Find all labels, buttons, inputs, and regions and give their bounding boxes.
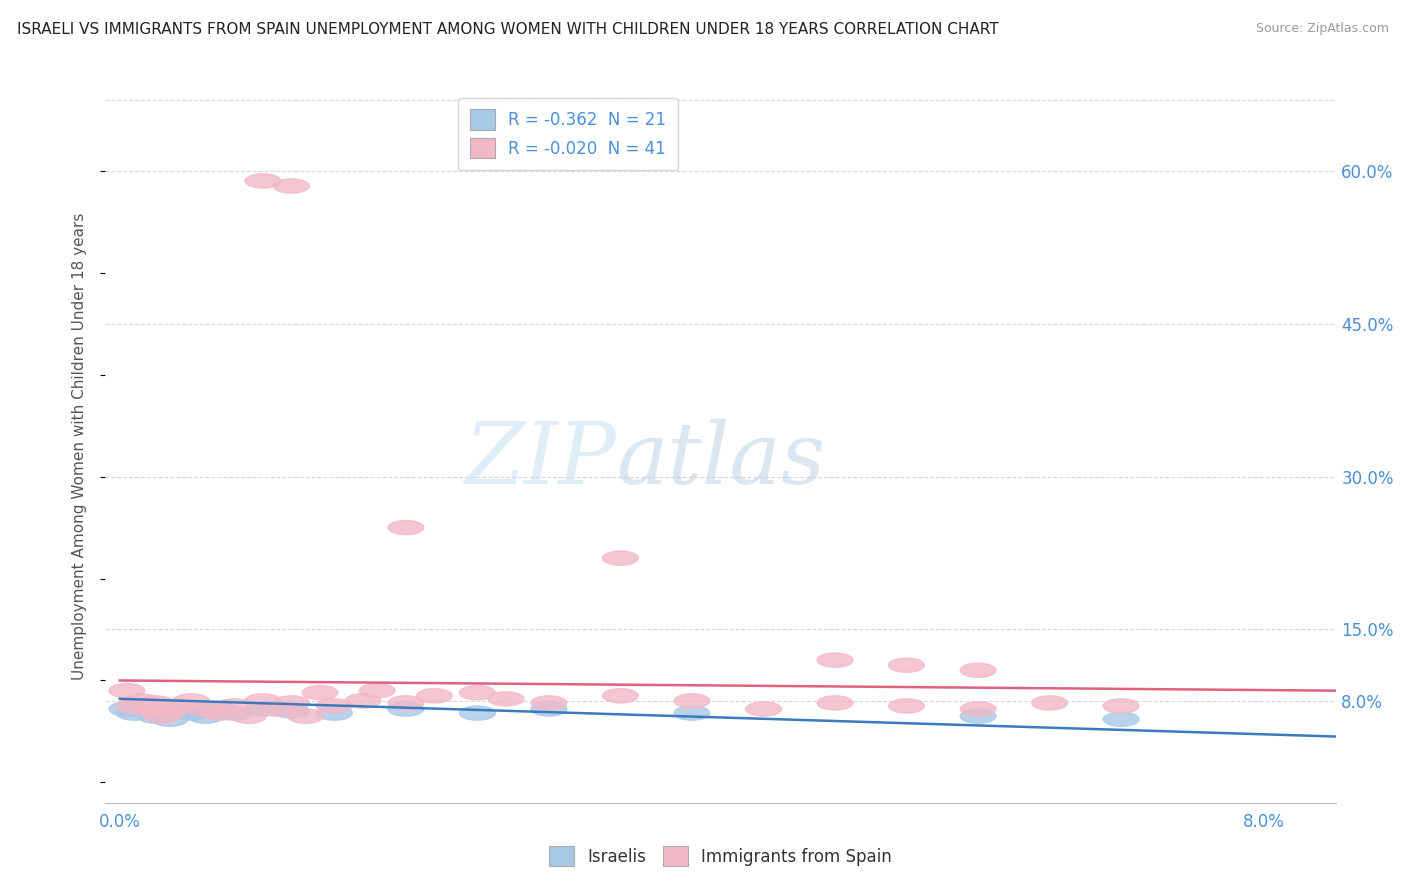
Ellipse shape <box>388 520 423 534</box>
Text: Source: ZipAtlas.com: Source: ZipAtlas.com <box>1256 22 1389 36</box>
Ellipse shape <box>110 702 145 716</box>
Ellipse shape <box>274 704 309 718</box>
Ellipse shape <box>110 683 145 698</box>
Ellipse shape <box>960 709 995 723</box>
Legend: Israelis, Immigrants from Spain: Israelis, Immigrants from Spain <box>543 839 898 873</box>
Y-axis label: Unemployment Among Women with Children Under 18 years: Unemployment Among Women with Children U… <box>72 212 87 680</box>
Ellipse shape <box>274 179 309 194</box>
Ellipse shape <box>202 702 238 716</box>
Ellipse shape <box>117 706 152 720</box>
Ellipse shape <box>302 686 337 700</box>
Ellipse shape <box>388 702 423 716</box>
Ellipse shape <box>673 694 710 708</box>
Ellipse shape <box>960 702 995 716</box>
Ellipse shape <box>217 698 252 713</box>
Ellipse shape <box>316 698 353 713</box>
Ellipse shape <box>259 702 295 716</box>
Ellipse shape <box>288 709 323 723</box>
Ellipse shape <box>460 686 495 700</box>
Ellipse shape <box>488 691 524 706</box>
Ellipse shape <box>603 551 638 566</box>
Ellipse shape <box>124 698 159 713</box>
Ellipse shape <box>603 689 638 703</box>
Ellipse shape <box>173 706 209 720</box>
Text: atlas: atlas <box>616 419 825 501</box>
Ellipse shape <box>531 702 567 716</box>
Ellipse shape <box>245 702 281 716</box>
Ellipse shape <box>745 702 782 716</box>
Ellipse shape <box>159 704 195 718</box>
Ellipse shape <box>1032 696 1067 710</box>
Ellipse shape <box>274 696 309 710</box>
Ellipse shape <box>145 709 180 723</box>
Ellipse shape <box>817 696 853 710</box>
Ellipse shape <box>344 694 381 708</box>
Ellipse shape <box>460 706 495 720</box>
Ellipse shape <box>138 709 173 723</box>
Ellipse shape <box>316 706 353 720</box>
Ellipse shape <box>217 706 252 720</box>
Ellipse shape <box>1104 712 1139 726</box>
Ellipse shape <box>188 702 224 716</box>
Ellipse shape <box>117 698 152 713</box>
Ellipse shape <box>960 663 995 677</box>
Ellipse shape <box>152 704 188 718</box>
Ellipse shape <box>131 702 166 716</box>
Ellipse shape <box>817 653 853 667</box>
Text: ISRAELI VS IMMIGRANTS FROM SPAIN UNEMPLOYMENT AMONG WOMEN WITH CHILDREN UNDER 18: ISRAELI VS IMMIGRANTS FROM SPAIN UNEMPLO… <box>17 22 998 37</box>
Ellipse shape <box>388 696 423 710</box>
Ellipse shape <box>145 706 180 720</box>
Ellipse shape <box>231 709 266 723</box>
Ellipse shape <box>416 689 453 703</box>
Ellipse shape <box>360 683 395 698</box>
Ellipse shape <box>159 698 195 713</box>
Ellipse shape <box>1104 698 1139 713</box>
Text: ZIP: ZIP <box>464 419 616 501</box>
Ellipse shape <box>202 706 238 720</box>
Ellipse shape <box>173 694 209 708</box>
Ellipse shape <box>152 712 188 726</box>
Ellipse shape <box>889 698 924 713</box>
Ellipse shape <box>245 174 281 188</box>
Ellipse shape <box>245 694 281 708</box>
Ellipse shape <box>889 658 924 673</box>
Ellipse shape <box>673 706 710 720</box>
Ellipse shape <box>131 704 166 718</box>
Ellipse shape <box>124 694 159 708</box>
Ellipse shape <box>531 696 567 710</box>
Ellipse shape <box>188 709 224 723</box>
Ellipse shape <box>138 696 173 710</box>
